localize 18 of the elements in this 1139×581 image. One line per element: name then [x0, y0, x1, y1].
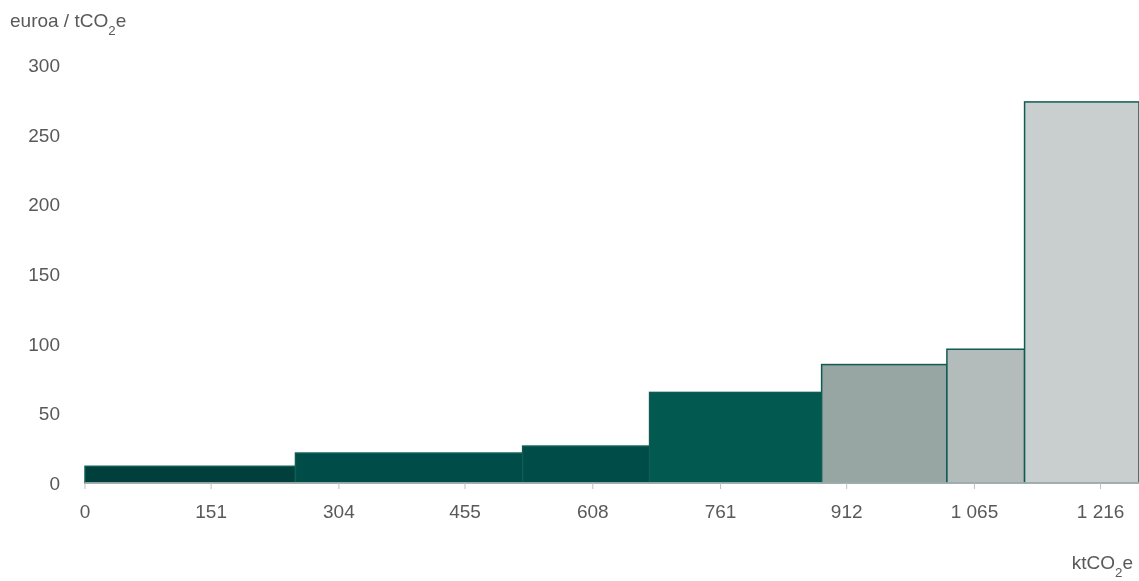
- x-tick-label: 304: [323, 501, 356, 522]
- x-tick-label: 1 065: [950, 501, 999, 522]
- y-tick-label: 200: [28, 194, 60, 216]
- y-tick-label: 50: [38, 403, 60, 425]
- x-axis-title: ktCO$_{2}$e: [1071, 552, 1133, 580]
- x-tick-label: 912: [830, 501, 863, 522]
- x-tick-label: 0: [79, 501, 91, 522]
- y-tick-label: 0: [49, 473, 60, 494]
- y-tick-label: 250: [28, 124, 60, 146]
- y-axis-title: euroa / tCO$_{2}$e: [10, 10, 127, 38]
- y-tick-label: 300: [28, 55, 60, 76]
- x-tick-label: 1 216: [1076, 501, 1125, 522]
- x-tick-label: 761: [704, 501, 737, 522]
- x-tick-label: 608: [576, 501, 609, 522]
- x-tick-label: 151: [195, 501, 227, 522]
- y-tick-label: 150: [28, 264, 60, 285]
- y-tick-label: 100: [28, 333, 60, 355]
- x-tick-label: 455: [449, 501, 481, 522]
